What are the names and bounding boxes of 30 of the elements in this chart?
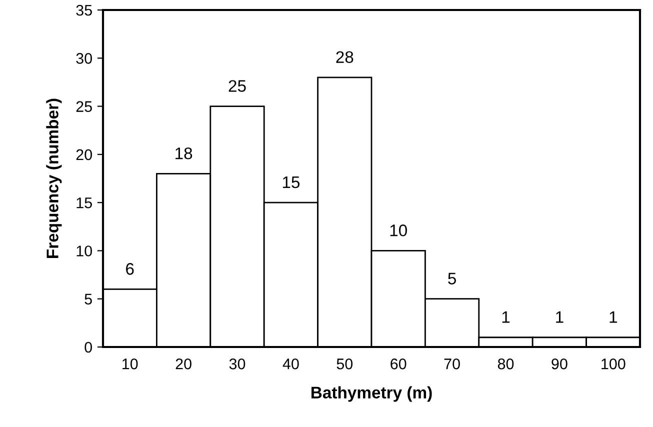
x-tick-label: 10 (122, 358, 138, 370)
data-label: 28 (336, 51, 354, 63)
x-tick-label: 60 (390, 358, 406, 370)
data-label: 6 (126, 263, 134, 275)
x-tick-label: 50 (336, 358, 353, 370)
data-label: 1 (502, 311, 510, 323)
data-label: 25 (228, 80, 246, 92)
x-tick-label: 20 (176, 358, 192, 370)
y-tick-label: 10 (76, 246, 92, 256)
y-tick-label: 20 (76, 149, 92, 160)
x-tick-label: 80 (498, 358, 514, 370)
data-label: 1 (610, 311, 617, 323)
y-axis-title: Frequency (number) (46, 98, 62, 258)
x-axis-title: Bathymetry (m) (311, 386, 432, 402)
y-tick-label: 0 (84, 342, 92, 353)
y-tick-label: 15 (76, 198, 92, 208)
y-tick-label: 35 (76, 4, 92, 16)
data-label: 18 (176, 147, 192, 160)
y-tick-label: 5 (84, 294, 92, 305)
data-label: 15 (282, 176, 300, 188)
x-tick-label: 90 (552, 358, 568, 370)
y-tick-label: 30 (76, 53, 92, 64)
x-tick-label: 70 (444, 358, 460, 370)
y-tick-label: 25 (76, 101, 92, 112)
x-tick-label: 30 (229, 358, 246, 370)
data-label: 10 (390, 224, 407, 236)
data-label: 1 (556, 311, 564, 323)
x-tick-label: 40 (282, 358, 299, 370)
x-tick-label: 100 (602, 358, 626, 370)
data-label: 5 (448, 272, 456, 284)
